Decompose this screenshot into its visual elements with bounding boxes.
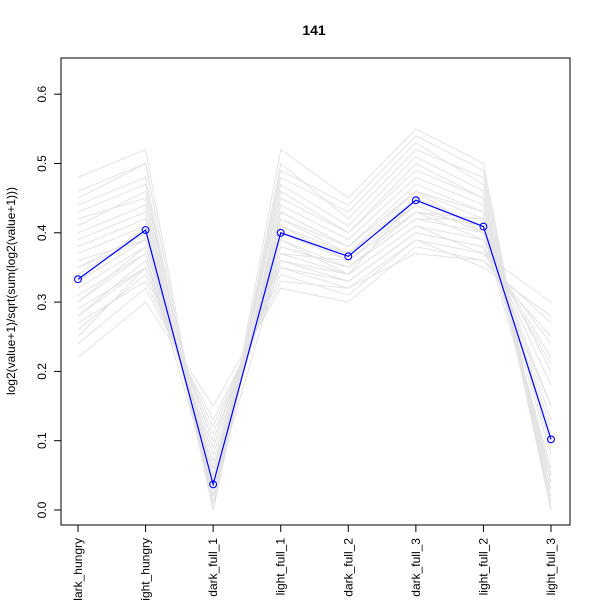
y-tick-label: 0.0	[35, 501, 49, 518]
data-point	[411, 196, 420, 205]
chart-title: 141	[302, 22, 326, 38]
background-line	[77, 128, 552, 511]
background-line	[77, 197, 552, 490]
highlight-line	[77, 199, 552, 487]
y-axis: 0.0 0.1 0.2 0.3 0.4 0.5 0.6	[35, 86, 62, 518]
background-line	[77, 211, 552, 478]
background-line	[77, 225, 552, 471]
background-lines	[77, 128, 552, 511]
y-tick-label: 0.2	[35, 363, 49, 380]
data-point	[74, 275, 82, 284]
x-tick-label: dark_full_2	[341, 538, 355, 597]
background-line	[77, 225, 552, 491]
highlight-line-group	[74, 196, 555, 489]
background-line	[77, 232, 552, 443]
y-tick-label: 0.5	[35, 155, 49, 172]
y-tick-label: 0.6	[35, 86, 49, 103]
x-tick-label: dark_hungry	[71, 538, 85, 600]
y-tick-label: 0.3	[35, 293, 49, 310]
background-line	[77, 204, 552, 492]
data-point	[344, 252, 353, 261]
data-point	[209, 480, 218, 489]
data-point	[276, 228, 285, 237]
background-line	[77, 176, 552, 504]
background-line	[77, 162, 552, 511]
background-line	[77, 218, 552, 464]
background-line	[77, 190, 552, 497]
data-point	[479, 222, 488, 231]
background-line	[77, 142, 552, 511]
y-axis-title: log2(value+1)/sqrt(sum(log2(value+1)))	[4, 187, 18, 395]
background-line	[77, 246, 552, 408]
x-axis: dark_hungry light_hungry dark_full_1 light_…	[71, 524, 558, 600]
background-line	[77, 135, 552, 511]
data-point	[141, 226, 150, 234]
x-tick-label: dark_full_3	[409, 538, 423, 597]
background-line	[77, 253, 552, 422]
background-line	[77, 169, 552, 504]
background-line	[77, 190, 552, 497]
x-tick-label: light_full_3	[544, 538, 558, 596]
background-line	[77, 155, 552, 511]
y-tick-label: 0.1	[35, 432, 49, 449]
background-line	[77, 211, 552, 457]
background-line	[77, 239, 552, 436]
y-tick-label: 0.4	[35, 224, 49, 241]
x-tick-label: light_full_1	[274, 538, 288, 596]
plot-frame	[60, 57, 571, 526]
data-point	[547, 435, 555, 444]
x-tick-label: light_hungry	[139, 538, 153, 600]
x-tick-label: light_full_2	[476, 538, 490, 596]
x-tick-label: dark_full_1	[206, 538, 220, 597]
